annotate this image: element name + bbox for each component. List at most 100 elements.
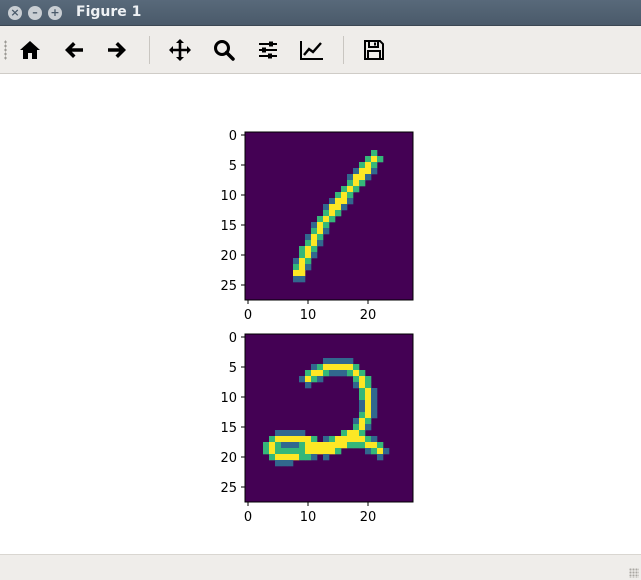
close-icon[interactable]: × [8,6,22,20]
image-pixel [359,174,366,181]
zoom-button[interactable] [208,34,240,66]
image-pixel [269,454,276,461]
image-pixel [299,454,306,461]
image-pixel [335,198,342,205]
image-pixel [353,418,360,425]
image-pixel [293,276,300,283]
image-pixel [275,430,282,437]
image-pixel [311,448,318,455]
image-pixel [311,370,318,377]
minimize-icon[interactable]: – [28,6,42,20]
image-pixel [353,364,360,371]
image-pixel [335,204,342,211]
image-pixel [365,442,372,449]
subplots-button[interactable] [252,34,284,66]
image-pixel [365,394,372,401]
image-pixel [365,168,372,175]
image-pixel [359,388,366,395]
y-tick-label: 5 [229,159,237,174]
y-tick-label: 15 [220,421,237,436]
image-pixel [329,204,336,211]
axes-frame [244,333,414,503]
home-button[interactable] [14,34,46,66]
image-pixel [347,442,354,449]
image-pixel [365,382,372,389]
image-pixel [359,406,366,413]
y-tick-label: 0 [229,129,237,144]
image-pixel [359,382,366,389]
line-chart-icon [300,41,323,60]
image-pixel [359,162,366,169]
y-tick-label: 10 [220,189,237,204]
toolbar-grip[interactable] [4,40,7,60]
image-pixel [299,442,306,449]
image-pixel [329,442,336,449]
image-pixel [317,228,324,235]
image-pixel [347,364,354,371]
pan-button[interactable] [164,34,196,66]
image-pixel [305,264,312,271]
maximize-icon[interactable]: + [48,6,62,20]
image-pixel [341,204,348,211]
x-tick-label: 20 [360,510,377,525]
image-pixel [365,388,372,395]
axes-frame [244,131,414,301]
image-pixel [275,448,282,455]
image-pixel [281,436,288,443]
image-pixel [329,216,336,223]
image-pixel [383,448,390,455]
y-tick-label: 20 [220,451,237,466]
x-tick-label: 0 [244,510,252,525]
image-subplot-1[interactable]: 0 5 10 15 20 25 0 10 20 [220,129,414,323]
save-icon [364,40,384,60]
image-pixel [347,430,354,437]
image-pixel [329,198,336,205]
image-pixel [323,222,330,229]
image-pixel [281,460,288,467]
image-pixel [299,276,306,283]
image-pixel [281,442,288,449]
image-pixel [311,246,318,253]
image-pixel [371,412,378,419]
image-pixel [287,448,294,455]
back-button[interactable] [58,34,90,66]
image-pixel [365,412,372,419]
image-pixel [293,270,300,277]
forward-button[interactable] [101,34,133,66]
image-pixel [377,442,384,449]
image-pixel [329,358,336,365]
zoom-icon [214,40,235,61]
image-pixel [335,364,342,371]
resize-grip[interactable] [629,568,639,578]
image-pixel [335,358,342,365]
image-pixel [293,258,300,265]
image-pixel [365,418,372,425]
image-pixel [365,406,372,413]
image-pixel [335,436,342,443]
y-tick-label: 10 [220,391,237,406]
image-pixel [347,358,354,365]
image-pixel [353,174,360,181]
image-pixel [311,454,318,461]
image-pixel [305,382,312,389]
toolbar-separator [149,36,150,64]
image-pixel [311,442,318,449]
customize-button[interactable] [296,34,328,66]
image-pixel [335,442,342,449]
image-pixel [353,442,360,449]
image-pixel [317,442,324,449]
image-pixel [305,246,312,253]
navigation-toolbar [0,26,641,74]
x-tick-label: 10 [300,308,317,323]
image-pixel [281,454,288,461]
image-pixel [305,258,312,265]
image-subplot-2[interactable]: 0 5 10 15 20 25 0 10 20 [220,331,414,525]
y-tick-label: 15 [220,219,237,234]
image-pixel [311,376,318,383]
figure-canvas[interactable]: 0 5 10 15 20 25 0 10 20 0 5 10 15 20 25 0 10 20 [0,74,641,554]
image-pixel [299,436,306,443]
image-pixel [269,448,276,455]
save-button[interactable] [358,34,390,66]
image-pixel [311,364,318,371]
image-pixel [347,174,354,181]
